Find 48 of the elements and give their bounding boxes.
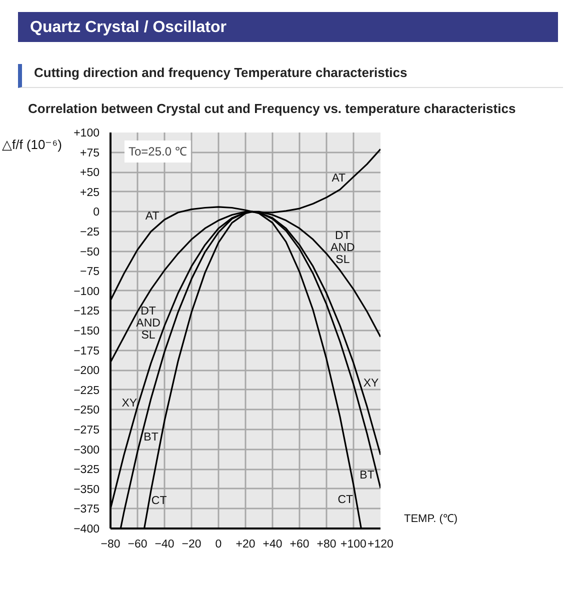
y-tick-label: −400 <box>74 524 100 536</box>
series-label: DT AND SL <box>136 305 160 342</box>
series-label: CT <box>151 494 167 507</box>
text: DT AND SL <box>330 230 355 266</box>
x-tick-label: −80 <box>100 538 120 550</box>
series-label: BT <box>144 431 158 444</box>
y-tick-label: −350 <box>74 484 100 496</box>
x-tick-label: +40 <box>262 538 282 550</box>
series-label: XY <box>122 397 138 410</box>
y-tick-label: −375 <box>74 504 100 516</box>
annotation: To=25.0 ℃ <box>128 144 187 158</box>
x-tick-label: +80 <box>316 538 336 550</box>
x-tick-label: +100 <box>340 538 366 550</box>
text: Correlation between Crystal cut and Frequency vs. temperature characteristics <box>28 101 516 116</box>
y-tick-label: −275 <box>74 424 100 436</box>
y-tick-label: −75 <box>80 266 100 278</box>
text: BT <box>360 469 374 482</box>
y-tick-label: +100 <box>74 128 100 140</box>
y-tick-label: −50 <box>80 246 100 258</box>
y-tick-label: −175 <box>74 345 100 358</box>
x-tick-label: +20 <box>236 538 256 550</box>
y-tick-label: −25 <box>80 226 100 238</box>
text: XY <box>363 378 379 390</box>
x-tick-label: −20 <box>182 538 202 550</box>
x-tick-label: −60 <box>128 538 148 550</box>
text: AT <box>145 210 160 222</box>
x-tick-label: 0 <box>215 538 222 550</box>
series-label: AT <box>332 172 346 184</box>
x-tick-label: +120 <box>368 538 394 550</box>
y-tick-label: 0 <box>93 206 100 219</box>
y-tick-label: −225 <box>74 384 100 397</box>
y-tick-label: −250 <box>74 404 100 417</box>
y-tick-label: −100 <box>74 286 100 298</box>
chart-title: Quartz Crystal / Oscillator <box>30 18 227 38</box>
x-tick-label: −40 <box>154 538 174 550</box>
y-tick-label: +50 <box>80 167 100 180</box>
text: Cutting direction and frequency Temperature characteristics <box>34 65 408 80</box>
x-axis-title: TEMP. (℃) <box>404 512 458 527</box>
y-tick-label: −150 <box>74 326 100 338</box>
y-tick-label: −125 <box>74 306 100 318</box>
x-tick-label: +60 <box>290 538 310 550</box>
text: CT <box>338 494 354 506</box>
y-tick-label: −325 <box>74 464 100 476</box>
y-tick-label: −300 <box>74 444 100 456</box>
y-tick-label: +25 <box>80 186 100 199</box>
y-axis-title: △f/f (10⁻⁶) <box>2 136 62 154</box>
y-tick-label: +75 <box>80 147 100 160</box>
y-tick-label: −200 <box>74 365 100 378</box>
